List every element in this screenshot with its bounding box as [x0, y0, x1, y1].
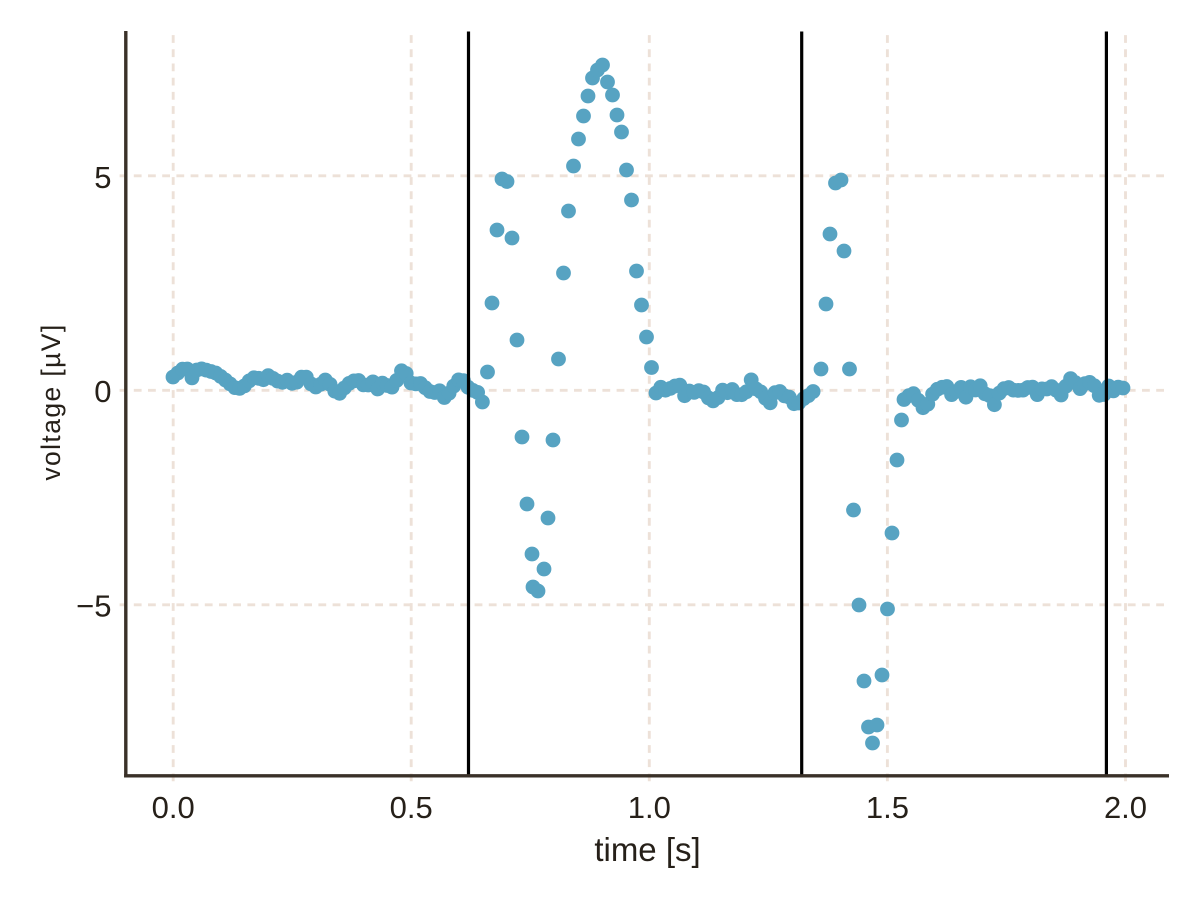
svg-text:5: 5 [94, 160, 111, 195]
svg-text:0: 0 [94, 374, 111, 409]
svg-text:−5: −5 [76, 589, 111, 624]
svg-text:1.0: 1.0 [628, 790, 671, 825]
svg-text:time [s]: time [s] [594, 831, 700, 868]
svg-text:voltage [µV]: voltage [µV] [36, 323, 66, 480]
svg-text:0.5: 0.5 [390, 790, 433, 825]
svg-text:2.0: 2.0 [1104, 790, 1147, 825]
svg-text:1.5: 1.5 [866, 790, 909, 825]
svg-text:0.0: 0.0 [152, 790, 195, 825]
